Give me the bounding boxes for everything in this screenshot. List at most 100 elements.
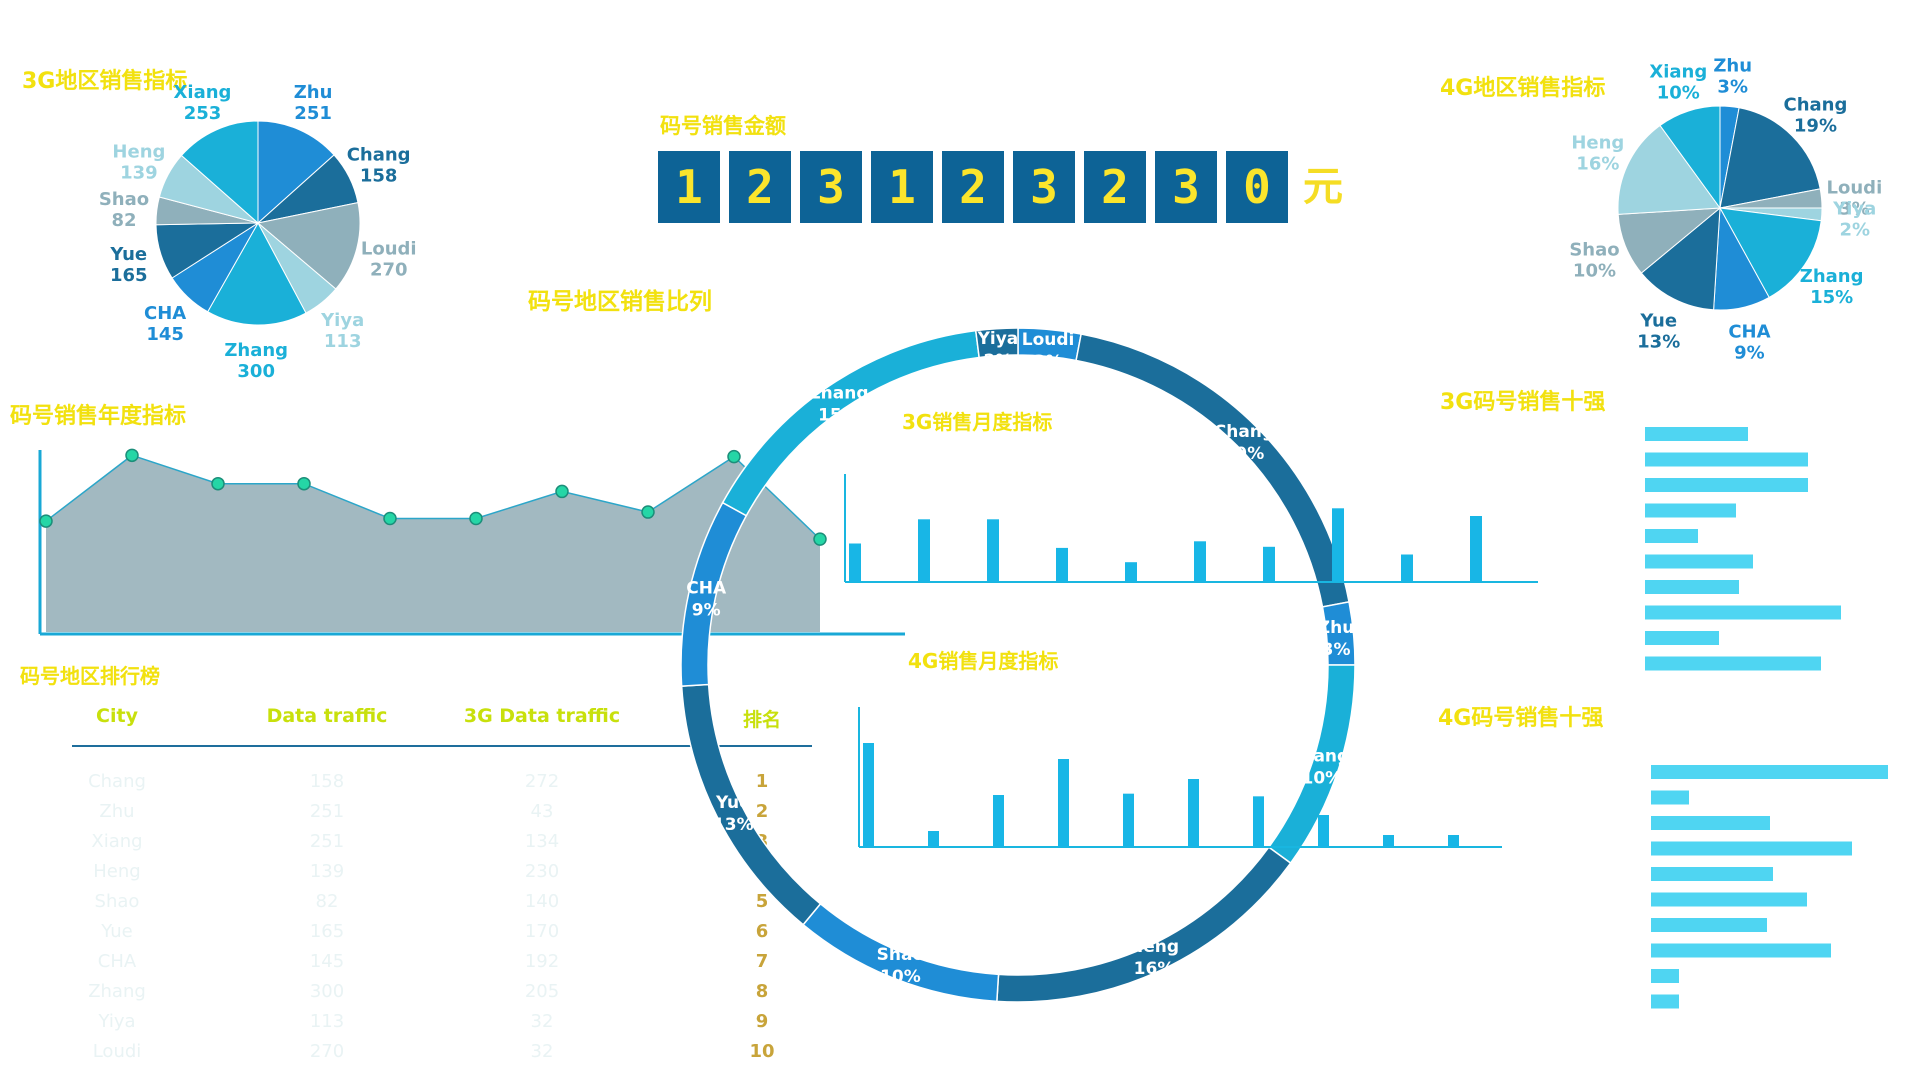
cell-traffic: 270 [309, 1041, 345, 1062]
annual-point [555, 484, 569, 499]
counter-digit: 2 [729, 151, 791, 223]
monthly4g-bar [1058, 759, 1069, 847]
pie4g-label: Yiya [1832, 198, 1876, 219]
cell-city: Loudi [92, 1041, 142, 1062]
pie4g-label: Heng [1571, 133, 1624, 154]
donut-value: 10% [1302, 769, 1343, 789]
counter-digit: 3 [1013, 151, 1075, 223]
table-row: Shao 82 140 5 [72, 891, 817, 921]
cell-city: Yue [101, 921, 133, 942]
donut-value: 15% [818, 406, 859, 426]
cell-traffic: 113 [309, 1011, 345, 1032]
donut-label: Xiang [1295, 747, 1350, 767]
monthly3g-bar [1401, 554, 1413, 582]
donut-value: 9% [692, 600, 721, 620]
top4g-bar [1651, 969, 1679, 983]
pie3g-label: Shao [99, 189, 149, 210]
cell-traffic3g: 205 [524, 981, 560, 1002]
table-row: Yue 165 170 6 [72, 921, 817, 951]
cell-traffic3g: 32 [530, 1011, 554, 1032]
cell-traffic3g: 134 [524, 831, 560, 852]
donut-label: Yue [715, 793, 751, 813]
monthly4g-bar [1383, 835, 1394, 847]
counter-digit: 1 [871, 151, 933, 223]
monthly4g-bar [1253, 796, 1264, 847]
pie4g-value: 2% [1839, 219, 1870, 240]
pie4g-label: Zhu [1713, 56, 1752, 77]
pie3g-label: Zhu [294, 82, 333, 103]
pie3g-slice [180, 120, 259, 225]
top4g-bar [1651, 943, 1831, 958]
cell-rank: 10 [749, 1041, 775, 1062]
pie4g-value: 16% [1576, 154, 1619, 175]
cell-city: Chang [88, 771, 146, 792]
monthly4g-bar [993, 795, 1004, 847]
pie3g-value: 300 [237, 361, 275, 382]
cell-city: Zhu [99, 801, 135, 822]
top3g-bar [1645, 580, 1739, 594]
pie4g-title: 4G地区销售指标 [1440, 76, 1606, 101]
table-divider [72, 745, 812, 747]
pie3g-value: 145 [146, 324, 184, 345]
pie3g-value: 82 [111, 210, 136, 231]
ranking-title: 码号地区排行榜 [20, 664, 160, 688]
counter-unit: 元 [1303, 164, 1343, 210]
top3g-bar [1645, 529, 1698, 543]
donut-label: Zhu [1318, 618, 1355, 638]
cell-city: Heng [93, 861, 141, 882]
top3g-bar [1645, 452, 1808, 467]
monthly3g-bar [918, 519, 930, 582]
pie4g-value: 10% [1573, 261, 1616, 282]
pie4g-label: Chang [1784, 95, 1848, 116]
top3g-title: 3G码号销售十强 [1440, 390, 1606, 415]
annual-point-label: 136 [718, 427, 749, 445]
cell-rank: 6 [755, 921, 769, 942]
pie4g-value: 10% [1657, 83, 1700, 104]
monthly4g-bar [928, 831, 939, 847]
top4g-bar [1651, 765, 1888, 779]
monthly4g-bar [1448, 835, 1459, 847]
pie4g-slice [1719, 207, 1822, 299]
top3g-bar [1645, 427, 1748, 441]
donut-label: Shao [877, 945, 925, 965]
pie4g-slice [1659, 105, 1721, 210]
cell-traffic: 251 [309, 801, 345, 822]
header-3g-data-traffic: 3G Data traffic [463, 705, 621, 727]
cell-rank: 1 [755, 771, 769, 792]
counter-digit: 3 [1155, 151, 1217, 223]
top4g-title: 4G码号销售十强 [1438, 706, 1604, 731]
pie3g-value: 139 [120, 162, 158, 183]
cell-traffic3g: 140 [524, 891, 560, 912]
cell-rank: 2 [755, 801, 769, 822]
cell-traffic: 82 [315, 891, 339, 912]
pie3g-value: 165 [110, 265, 148, 286]
pie3g-label: Loudi [361, 239, 417, 260]
annual-point [39, 514, 53, 528]
cell-traffic3g: 192 [524, 951, 560, 972]
monthly3g-bar [987, 519, 999, 582]
cell-rank: 9 [755, 1011, 769, 1032]
top4g-bar [1651, 994, 1679, 1009]
cell-traffic3g: 32 [530, 1041, 554, 1062]
pie3g-value: 113 [324, 331, 362, 352]
pie4g-slice [1640, 206, 1721, 311]
pie4g-label: Zhang [1800, 266, 1864, 287]
annual-point [125, 448, 139, 463]
pie4g-value: 3% [1839, 198, 1870, 219]
monthly4g-bar [1123, 793, 1134, 847]
monthly3g-title: 3G销售月度指标 [902, 410, 1053, 434]
annual-point [727, 449, 741, 464]
pie3g-value: 270 [370, 260, 408, 281]
cell-city: Shao [94, 891, 140, 912]
donut-label: Chang [1214, 422, 1274, 442]
top4g-bar [1651, 816, 1770, 830]
counter-digit: 1 [658, 151, 720, 223]
annual-point [297, 476, 311, 491]
donut-label: Yiya [977, 329, 1019, 349]
annual-area [46, 455, 820, 632]
annual-point [641, 505, 655, 519]
pie3g-label: Yiya [320, 310, 364, 331]
top3g-bar [1645, 503, 1736, 518]
top4g-bar [1651, 790, 1689, 805]
monthly3g-bar [1056, 547, 1068, 582]
